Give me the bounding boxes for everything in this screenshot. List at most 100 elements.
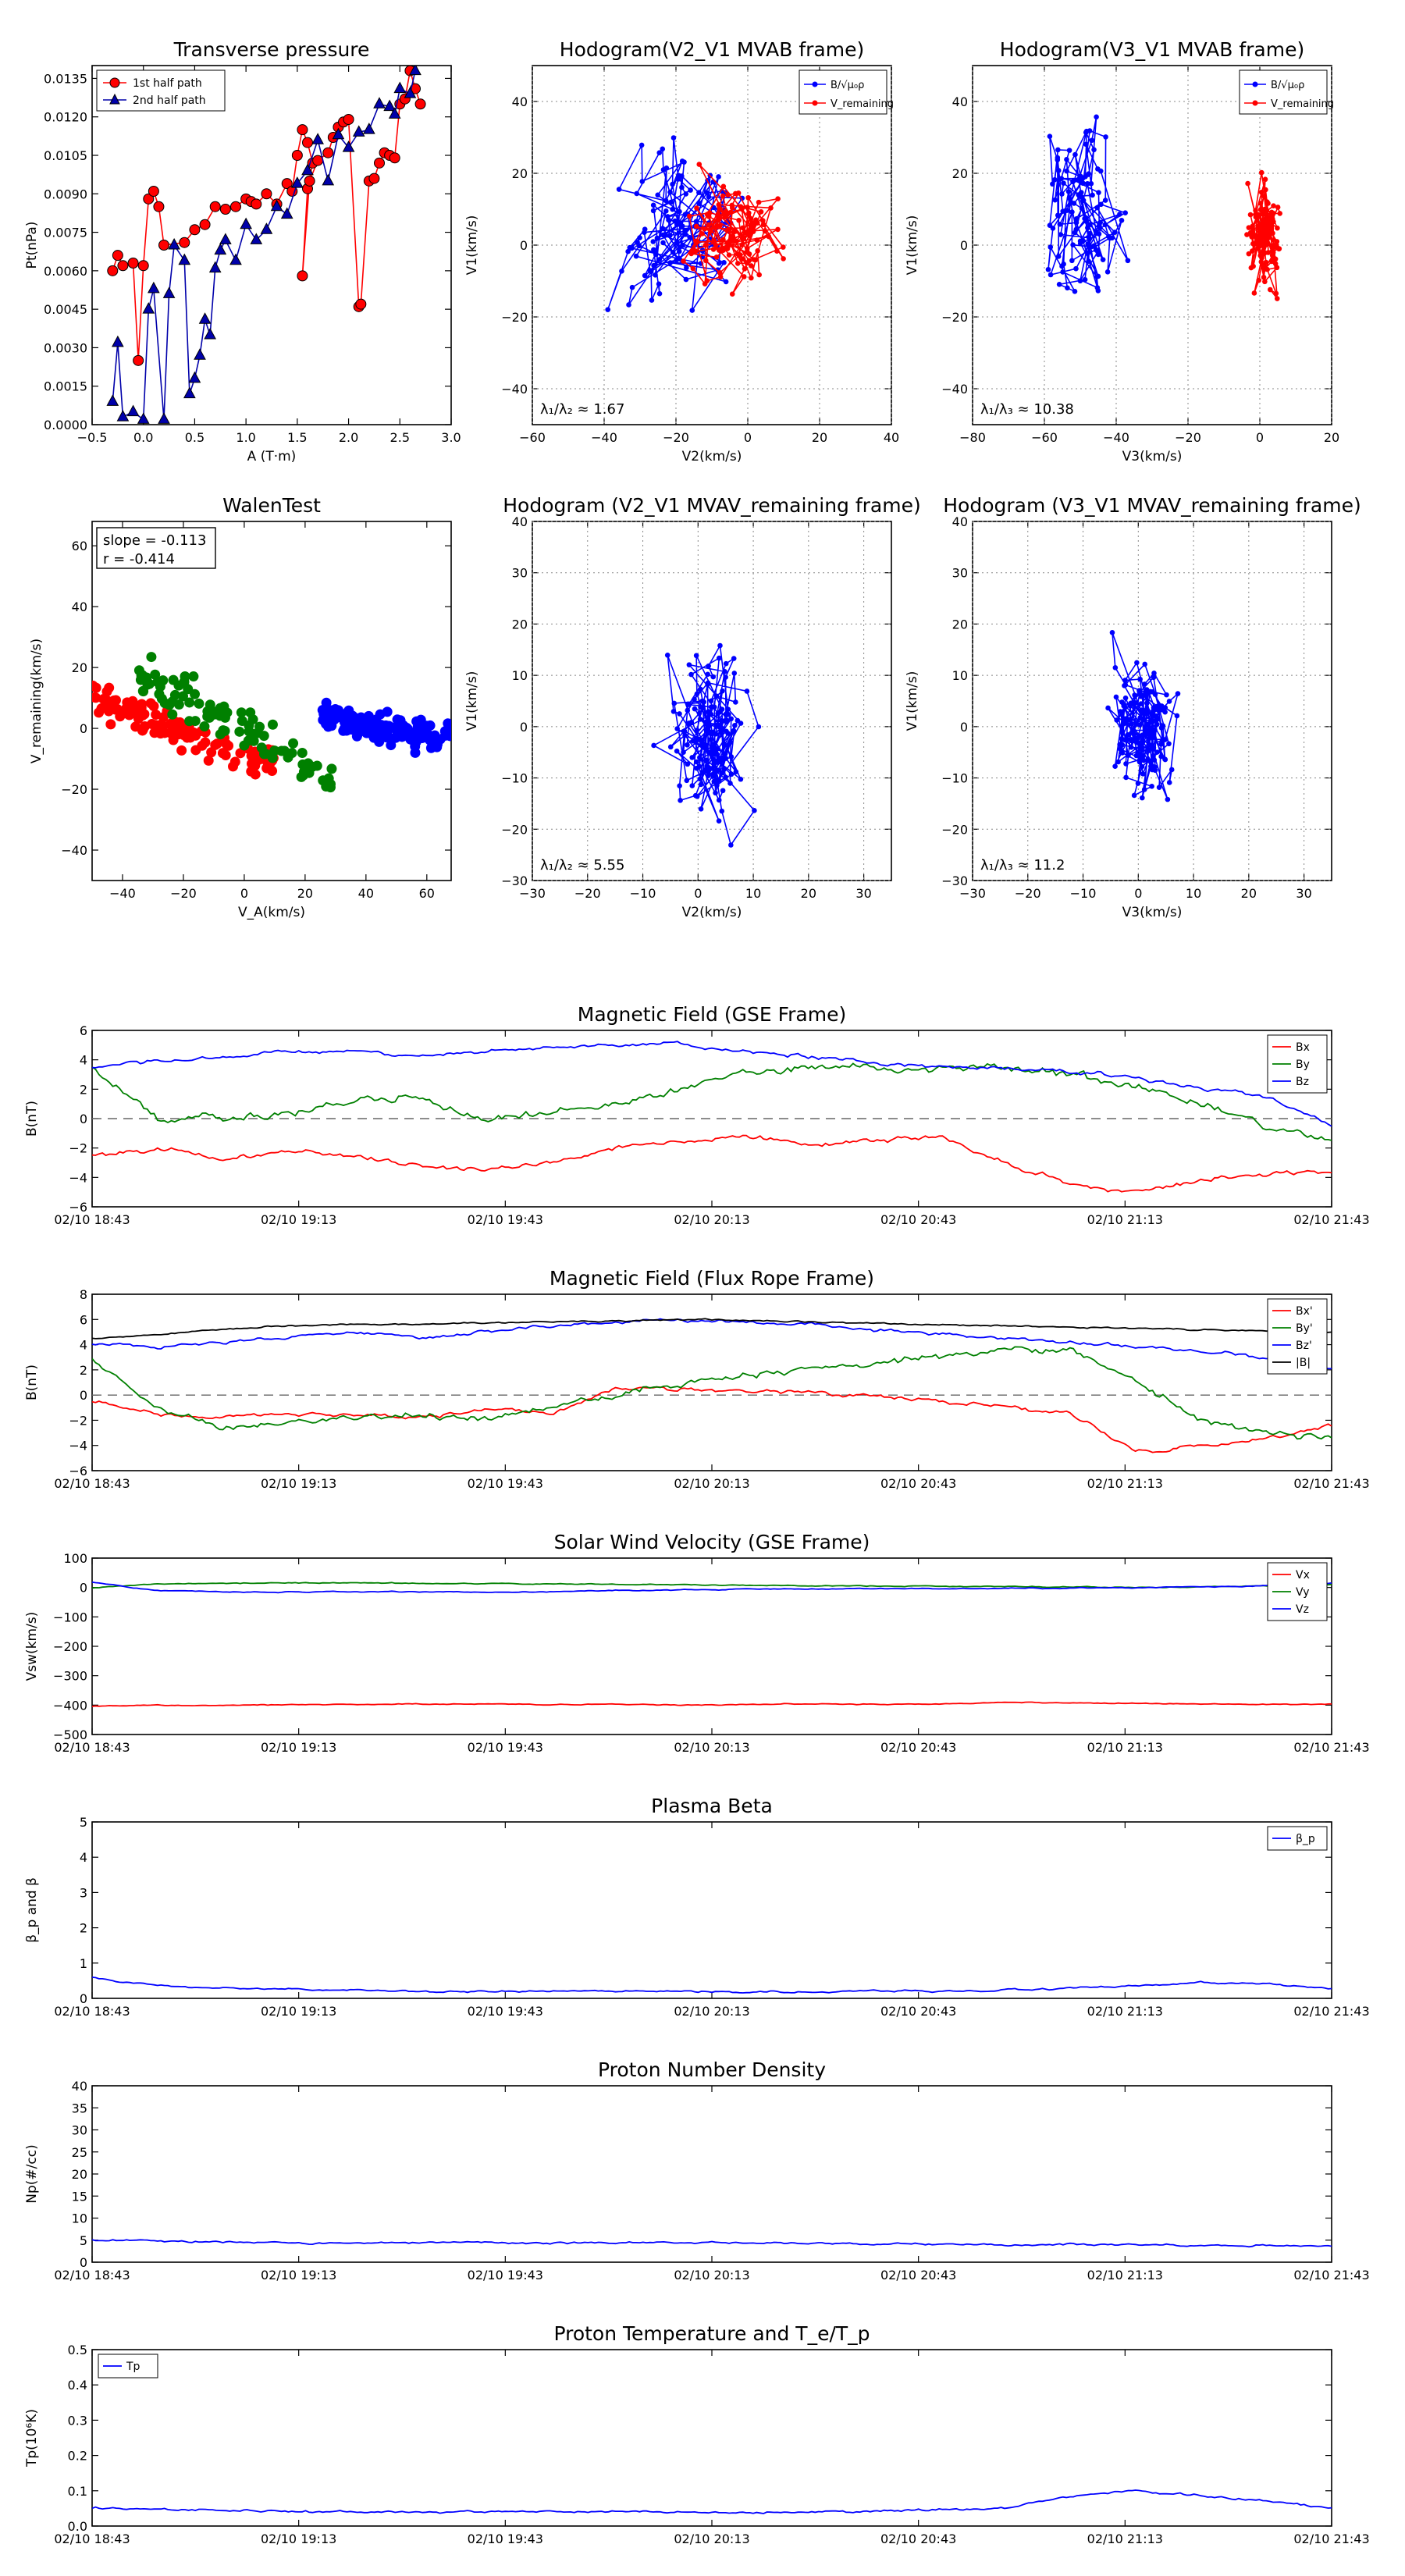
data-point bbox=[1158, 753, 1164, 760]
data-point bbox=[1249, 234, 1254, 240]
data-point bbox=[209, 201, 221, 212]
data-point bbox=[297, 124, 308, 136]
data-point bbox=[715, 212, 721, 217]
x-tick-label: 02/10 21:13 bbox=[1087, 2268, 1163, 2282]
data-point bbox=[693, 223, 699, 229]
data-point bbox=[755, 248, 760, 254]
data-point bbox=[363, 123, 375, 134]
data-point bbox=[721, 766, 727, 772]
x-tick-label: 02/10 19:13 bbox=[261, 2004, 336, 2019]
data-point bbox=[1257, 207, 1264, 212]
chart-h2: Hodogram(V3_V1 MVAB frame) −40 −20 0 20 40 V1(… bbox=[905, 38, 1339, 464]
data-point bbox=[1149, 784, 1154, 789]
data-point bbox=[656, 257, 663, 262]
data-point bbox=[1052, 197, 1058, 203]
data-point bbox=[1259, 211, 1265, 217]
data-point bbox=[220, 750, 231, 761]
y-tick-label: 0 bbox=[80, 1388, 87, 1403]
x-tick-label: 02/10 21:13 bbox=[1087, 1740, 1163, 1755]
data-point bbox=[1055, 147, 1061, 153]
data-point bbox=[702, 258, 709, 264]
data-point bbox=[1059, 191, 1065, 197]
y-tick-label: −40 bbox=[501, 382, 528, 397]
data-point bbox=[723, 660, 729, 667]
data-point bbox=[728, 754, 735, 760]
data-point bbox=[1071, 201, 1077, 206]
series-line bbox=[112, 70, 422, 361]
data-point bbox=[1096, 190, 1101, 195]
data-point bbox=[1061, 180, 1066, 186]
data-point bbox=[107, 265, 119, 276]
data-point bbox=[677, 208, 682, 215]
data-point bbox=[1085, 225, 1090, 231]
data-point bbox=[1073, 226, 1080, 233]
data-point bbox=[375, 709, 386, 720]
data-point bbox=[411, 716, 422, 727]
x-tick-label: 02/10 21:13 bbox=[1087, 1212, 1163, 1227]
data-point bbox=[1272, 261, 1279, 267]
data-point bbox=[1146, 736, 1151, 742]
data-point bbox=[706, 663, 711, 669]
y-tick-label: 40 bbox=[72, 600, 87, 614]
x-tick-label: −20 bbox=[663, 430, 689, 445]
data-point bbox=[1109, 630, 1115, 635]
x-tick-label: 02/10 19:43 bbox=[468, 1476, 543, 1491]
data-point bbox=[713, 693, 720, 699]
y-tick-label: 0 bbox=[80, 721, 87, 736]
data-point bbox=[1134, 660, 1140, 666]
data-point bbox=[666, 217, 671, 223]
data-point bbox=[694, 691, 700, 697]
legend: 1st half path 2nd half path bbox=[96, 69, 226, 112]
data-point bbox=[246, 750, 257, 761]
data-point bbox=[1263, 217, 1268, 223]
data-point bbox=[1133, 700, 1138, 706]
data-point bbox=[256, 742, 267, 753]
data-point bbox=[1123, 774, 1129, 781]
data-point bbox=[738, 720, 744, 726]
y-tick-label: −200 bbox=[53, 1639, 87, 1654]
data-point bbox=[682, 732, 688, 738]
data-point bbox=[1070, 242, 1076, 247]
data-point bbox=[781, 244, 786, 250]
legend-label: V_remaining bbox=[831, 98, 894, 110]
data-point bbox=[1085, 251, 1090, 256]
data-point bbox=[199, 219, 211, 230]
y-tick-label: −20 bbox=[61, 782, 87, 797]
x-tick-label: −20 bbox=[1015, 886, 1041, 901]
data-point bbox=[726, 712, 731, 717]
data-point bbox=[154, 688, 165, 699]
y-tick-label: −40 bbox=[941, 382, 968, 397]
y-tick-label: 10 bbox=[72, 2211, 87, 2226]
data-point bbox=[1102, 197, 1108, 203]
data-point bbox=[1258, 169, 1264, 176]
data-point bbox=[1142, 681, 1147, 687]
y-tick-label: −500 bbox=[53, 1727, 87, 1742]
data-point bbox=[374, 157, 385, 169]
data-point bbox=[443, 718, 451, 729]
data-point bbox=[1113, 694, 1119, 700]
x-tick-label: 0 bbox=[240, 886, 248, 901]
legend-label: Bz bbox=[1296, 1076, 1309, 1088]
data-point bbox=[1277, 211, 1282, 216]
y-tick-label: −20 bbox=[941, 822, 968, 837]
data-point bbox=[716, 797, 722, 803]
data-point bbox=[428, 732, 439, 743]
legend-box bbox=[1239, 69, 1328, 115]
x-tick-label: 20 bbox=[812, 430, 827, 445]
x-tick-label: −20 bbox=[170, 886, 197, 901]
series-line bbox=[92, 2489, 1332, 2514]
data-point bbox=[735, 190, 742, 196]
data-point bbox=[651, 247, 656, 253]
data-point bbox=[267, 753, 278, 763]
y-tick-label: 20 bbox=[512, 166, 528, 181]
data-point bbox=[1071, 177, 1077, 183]
x-tick-label: 02/10 18:43 bbox=[54, 1212, 130, 1227]
data-point bbox=[1132, 692, 1137, 698]
data-point bbox=[1166, 780, 1172, 785]
y-tick-label: 5 bbox=[80, 1815, 87, 1830]
plot-area bbox=[92, 1582, 1332, 1707]
data-point bbox=[178, 253, 191, 265]
data-point bbox=[1250, 248, 1255, 254]
data-point bbox=[344, 724, 355, 735]
data-point bbox=[1091, 147, 1097, 153]
